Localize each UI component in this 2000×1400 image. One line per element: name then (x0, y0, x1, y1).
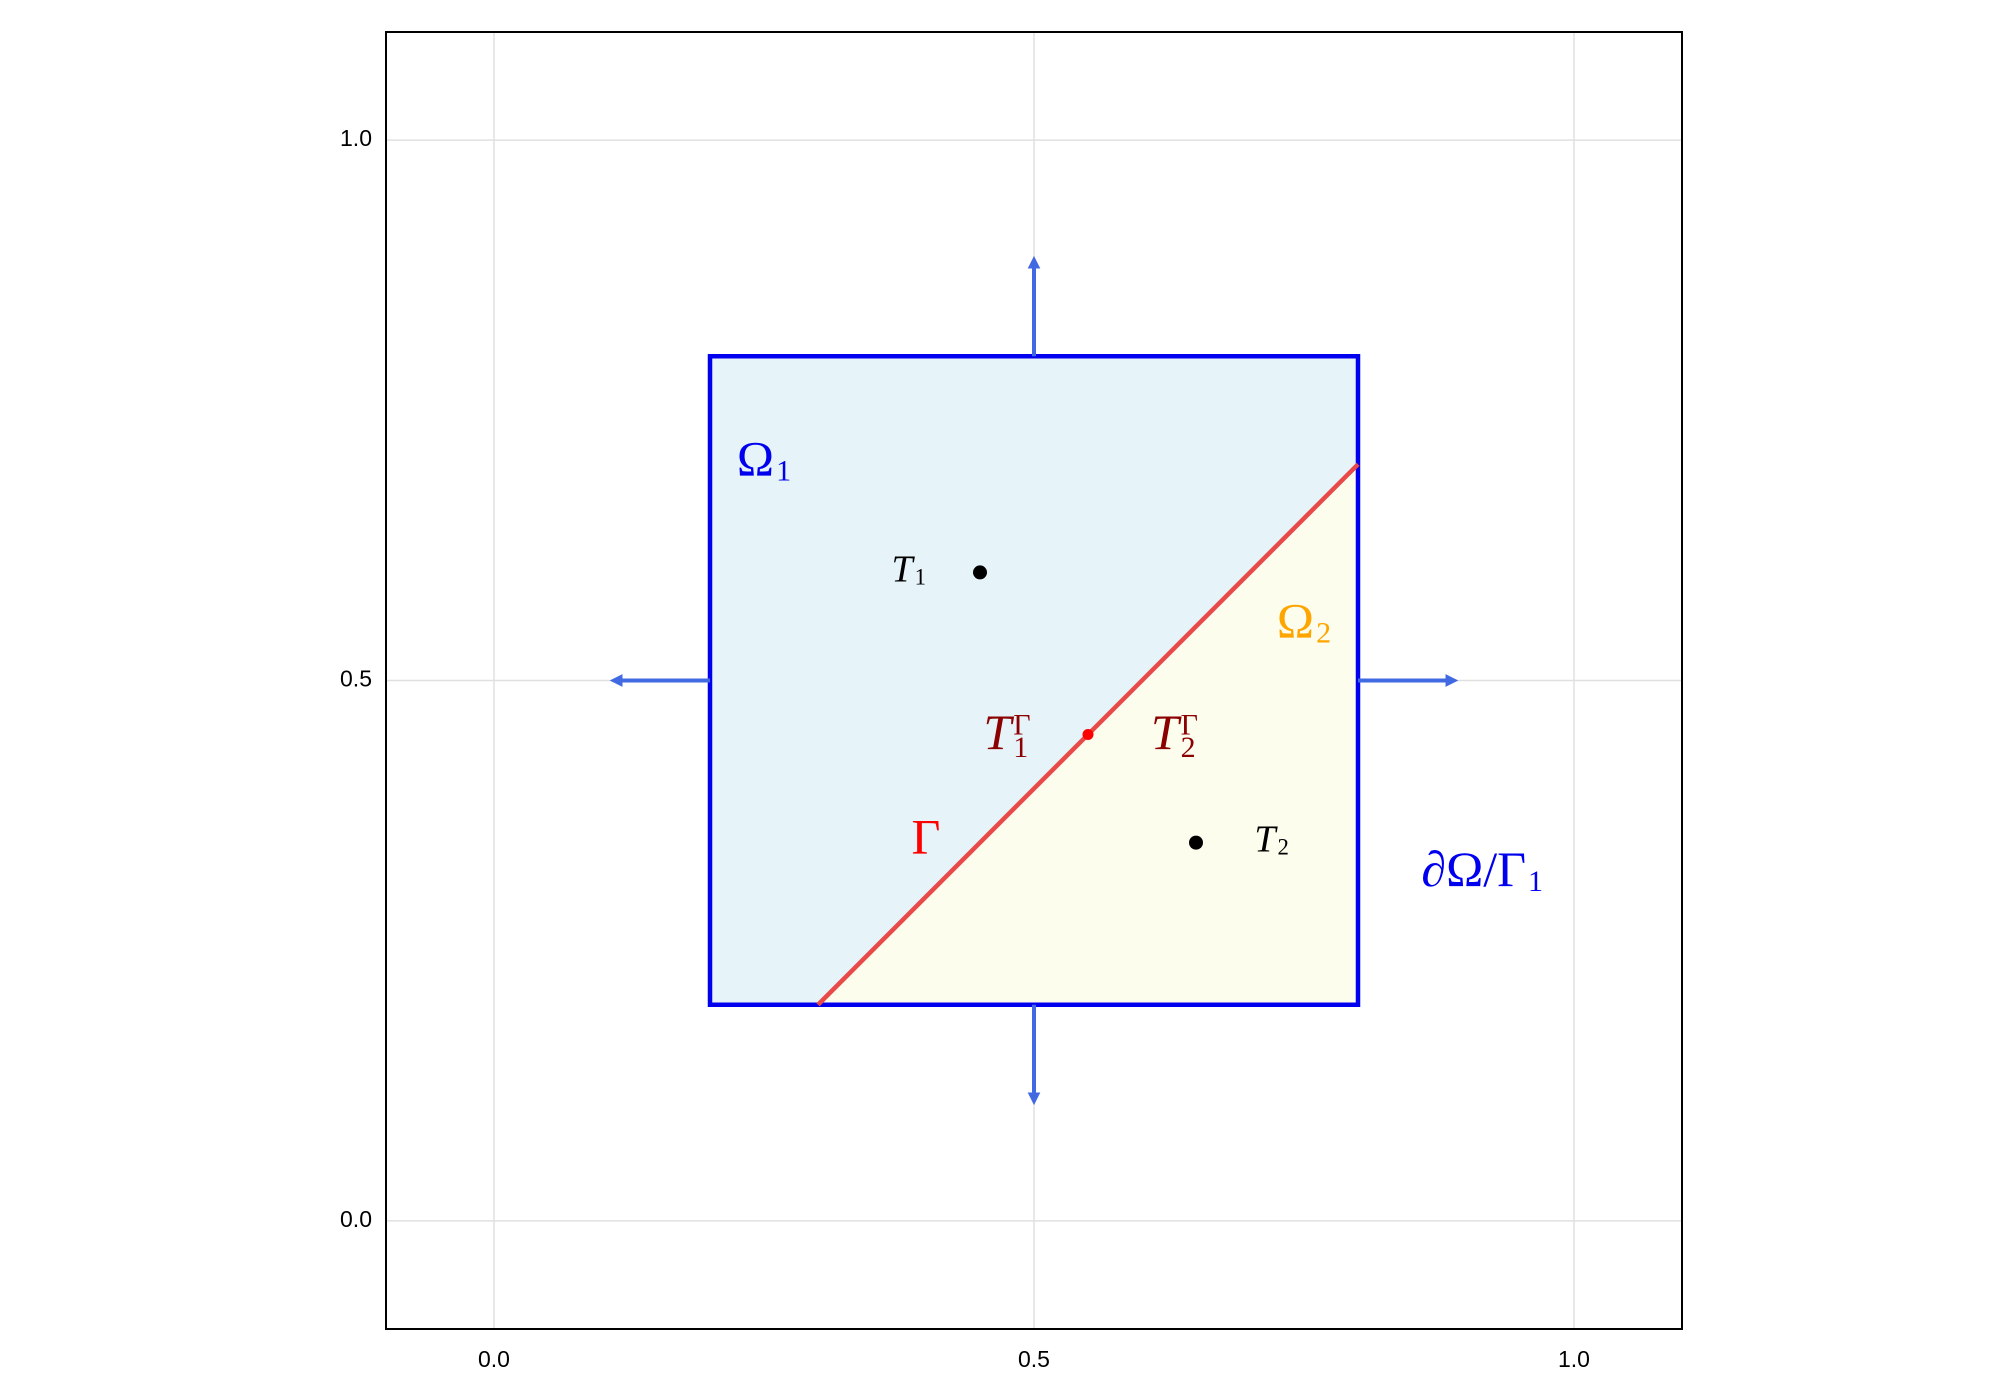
point (973, 565, 987, 580)
label-sub: 1 (1528, 865, 1543, 898)
label-main: ∂Ω/Γ (1421, 842, 1526, 898)
label-sup: Γ (1013, 708, 1030, 741)
label-sub: 1 (915, 564, 926, 589)
label-main: T (1254, 818, 1278, 860)
x-tick-label: 0.0 (478, 1346, 510, 1372)
label-sub: 2 (1181, 731, 1196, 764)
label-sub: 2 (1316, 616, 1331, 649)
math-label: T2 (1254, 818, 1289, 860)
y-tick-label: 0.5 (340, 666, 372, 692)
y-tick-label: 0.0 (340, 1206, 372, 1232)
label-main: T (983, 704, 1014, 760)
math-label: TΓ 1 (983, 704, 1030, 763)
math-label: Ω1 (737, 431, 791, 487)
math-label: Ω2 (1277, 593, 1331, 649)
plot-frame (385, 31, 1683, 1330)
label-sub: 1 (1013, 731, 1028, 764)
label-sub: 1 (776, 454, 791, 487)
math-label: TΓ 2 (1151, 704, 1198, 763)
math-label: ∂Ω/Γ1 (1421, 842, 1543, 898)
math-label: Γ (912, 809, 941, 865)
label-main: T (1151, 704, 1182, 760)
label-main: Ω (737, 431, 774, 487)
y-tick-label: 1.0 (340, 125, 372, 151)
point (1082, 729, 1094, 741)
x-tick-label: 1.0 (1558, 1346, 1590, 1372)
label-sup: Γ (1181, 708, 1198, 741)
label-main: T (891, 548, 915, 590)
point (1189, 835, 1203, 850)
label-main: Γ (912, 809, 941, 865)
domain-omega-2 (818, 464, 1358, 1005)
label-main: Ω (1277, 593, 1314, 649)
math-label: T1 (891, 548, 926, 590)
label-sub: 2 (1277, 835, 1288, 860)
x-tick-label: 0.5 (1018, 1346, 1050, 1372)
